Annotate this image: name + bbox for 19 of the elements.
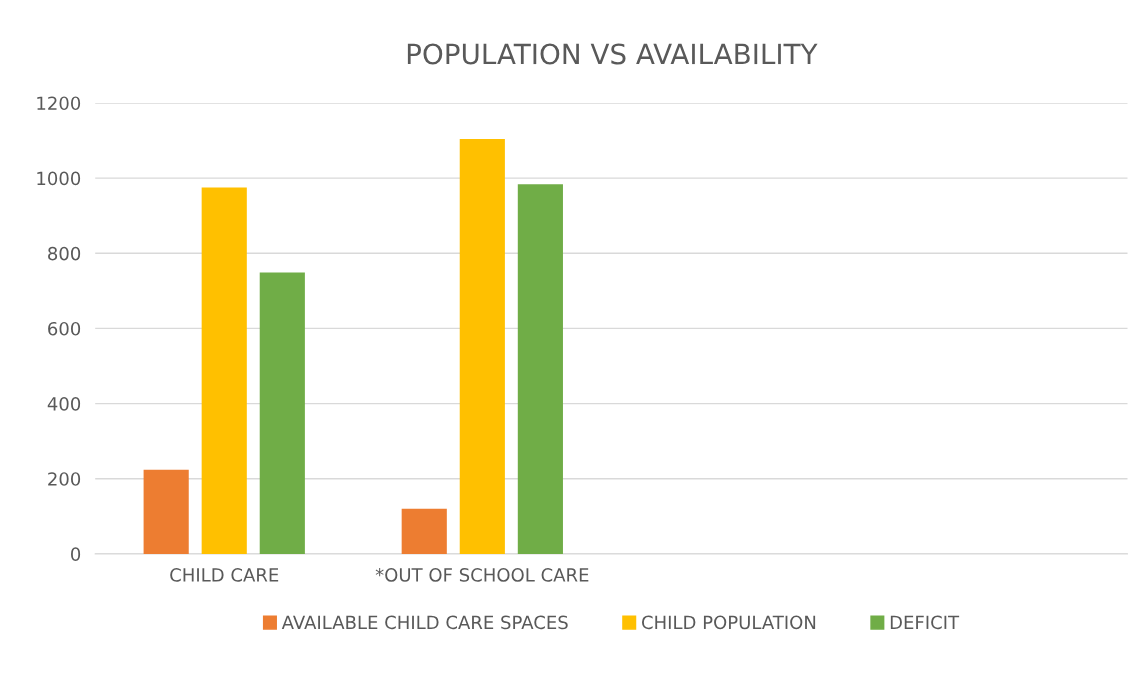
legend-label: CHILD POPULATION [641,615,816,630]
y-tick-label: 1000 [37,171,81,186]
bar [143,469,189,554]
legend-label: DEFICIT [890,615,960,630]
y-tick-label: 0 [71,547,81,561]
y-tick-label: 800 [48,246,81,261]
bar [201,187,247,554]
chart-title: POPULATION VS AVAILABILITY [407,43,818,65]
y-tick-label: 1200 [37,96,81,111]
y-tick-label: 200 [48,472,81,486]
bar [401,508,447,554]
x-tick-label: *OUT OF SCHOOL CARE [375,568,589,582]
legend-label: AVAILABLE CHILD CARE SPACES [281,615,568,630]
bar [259,272,305,554]
x-tick-label: CHILD CARE [170,568,279,582]
bar [459,139,505,554]
bar [517,184,563,554]
y-tick-label: 400 [47,397,81,411]
y-tick-label: 600 [48,321,81,336]
